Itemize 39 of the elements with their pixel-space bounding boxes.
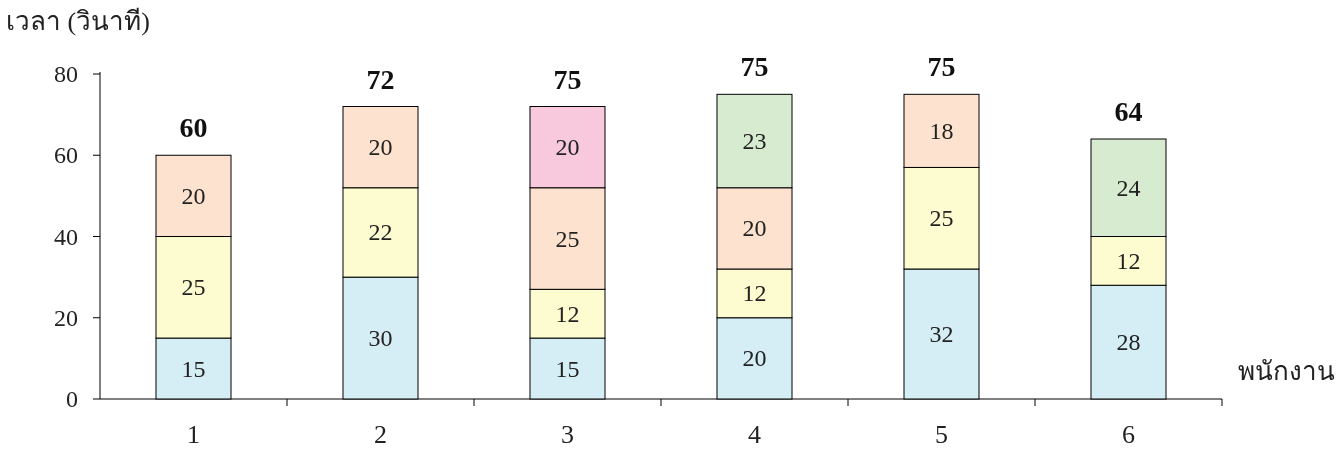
data-label: 25 (555, 225, 580, 252)
x-tick-label: 5 (935, 420, 948, 449)
total-label: 72 (366, 63, 395, 95)
data-label: 20 (555, 134, 580, 161)
data-label: 18 (929, 117, 954, 144)
data-label: 20 (181, 182, 206, 209)
y-axis-title: เวลา (วินาที) (6, 7, 150, 36)
x-tick-label: 2 (374, 420, 387, 449)
y-tick-label: 20 (54, 304, 78, 331)
total-label: 75 (553, 63, 582, 95)
total-label: 75 (927, 51, 956, 83)
data-label: 32 (929, 321, 954, 347)
x-tick-label: 6 (1122, 420, 1135, 449)
x-tick-label: 1 (187, 420, 200, 449)
data-label: 15 (181, 355, 206, 382)
data-label: 28 (1116, 329, 1141, 356)
data-label: 12 (555, 300, 580, 327)
x-tick-label: 3 (561, 420, 574, 449)
data-label: 20 (368, 134, 393, 161)
y-tick-label: 0 (66, 386, 78, 412)
x-tick-label: 4 (748, 420, 761, 449)
total-label: 75 (740, 51, 769, 83)
y-tick-label: 80 (54, 61, 78, 87)
data-label: 22 (368, 219, 393, 246)
data-label: 12 (742, 280, 767, 307)
data-label: 12 (1116, 247, 1141, 274)
data-label: 25 (181, 274, 206, 301)
data-label: 23 (742, 128, 767, 155)
data-label: 25 (929, 205, 954, 232)
data-label: 15 (555, 355, 580, 382)
total-label: 60 (179, 112, 208, 144)
data-label: 24 (1116, 174, 1141, 201)
total-label: 64 (1114, 96, 1143, 127)
y-tick-label: 60 (54, 142, 78, 169)
x-axis-title: พนักงาน (1238, 357, 1335, 386)
y-tick-label: 40 (54, 223, 78, 250)
data-label: 20 (742, 345, 767, 372)
data-label: 20 (742, 215, 767, 242)
data-label: 30 (368, 325, 393, 352)
